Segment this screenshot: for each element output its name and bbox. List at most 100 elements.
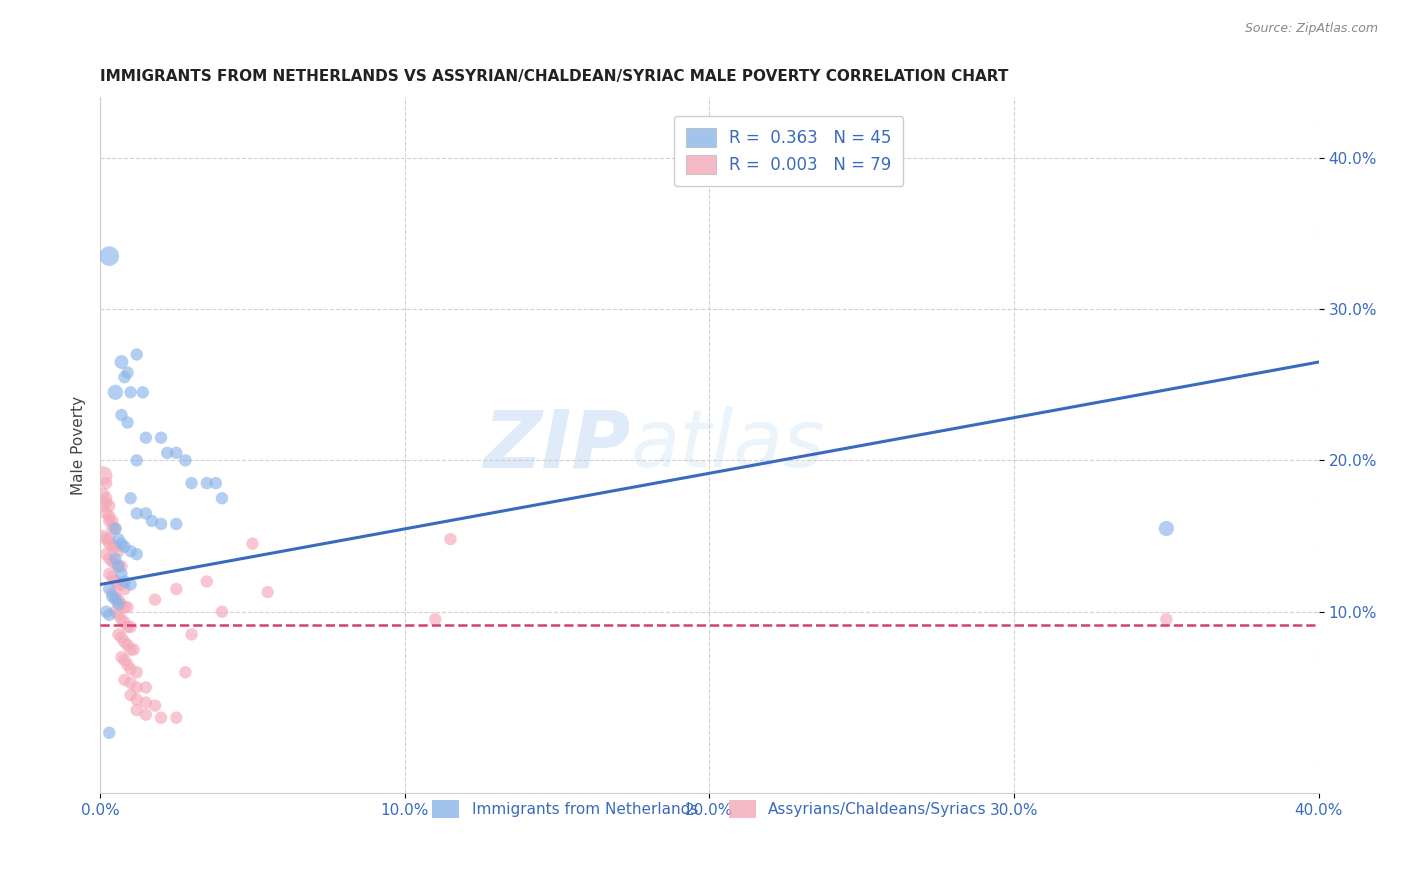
Point xyxy=(96,547,118,561)
Point xyxy=(91,529,114,543)
Point xyxy=(120,491,142,506)
Point xyxy=(125,703,148,717)
Point xyxy=(135,681,157,695)
Point xyxy=(104,605,127,619)
Point xyxy=(150,711,173,725)
Point xyxy=(110,577,132,591)
Point xyxy=(125,347,148,361)
Point xyxy=(117,600,139,615)
Point xyxy=(180,476,202,491)
Point xyxy=(110,597,132,611)
Point xyxy=(135,696,157,710)
Point xyxy=(211,491,233,506)
Point xyxy=(110,650,132,665)
Point xyxy=(101,521,124,535)
Point xyxy=(195,476,218,491)
Point xyxy=(107,577,129,591)
Point xyxy=(110,631,132,645)
Point xyxy=(98,499,121,513)
Point xyxy=(96,605,118,619)
Point xyxy=(165,446,187,460)
Point xyxy=(104,551,127,566)
Point xyxy=(104,592,127,607)
Point xyxy=(107,559,129,574)
Point xyxy=(174,665,197,680)
Point xyxy=(110,566,132,581)
Point xyxy=(439,532,461,546)
Point xyxy=(195,574,218,589)
Point xyxy=(132,385,155,400)
Point xyxy=(114,635,136,649)
Point xyxy=(120,544,142,558)
Point xyxy=(96,491,118,506)
Point xyxy=(91,499,114,513)
Point xyxy=(117,620,139,634)
Point xyxy=(141,514,163,528)
Point xyxy=(114,615,136,630)
Text: Source: ZipAtlas.com: Source: ZipAtlas.com xyxy=(1244,22,1378,36)
Point xyxy=(110,612,132,626)
Point xyxy=(114,540,136,554)
Point xyxy=(104,590,127,604)
Point xyxy=(98,607,121,622)
Point xyxy=(125,547,148,561)
Text: atlas: atlas xyxy=(630,406,825,484)
Point xyxy=(120,642,142,657)
Point xyxy=(135,431,157,445)
Point xyxy=(107,544,129,558)
Point xyxy=(156,446,179,460)
Point xyxy=(96,476,118,491)
Point xyxy=(117,638,139,652)
Point xyxy=(98,514,121,528)
Point xyxy=(101,555,124,569)
Point xyxy=(135,507,157,521)
Point xyxy=(107,627,129,641)
Point xyxy=(1156,521,1178,535)
Point xyxy=(114,653,136,667)
Point xyxy=(117,366,139,380)
Point xyxy=(114,600,136,615)
Point xyxy=(91,468,114,483)
Point xyxy=(114,673,136,687)
Point xyxy=(110,536,132,550)
Point xyxy=(104,574,127,589)
Point xyxy=(104,557,127,571)
Point xyxy=(174,453,197,467)
Point xyxy=(91,486,114,500)
Point xyxy=(101,540,124,554)
Point xyxy=(98,551,121,566)
Point xyxy=(101,586,124,600)
Point xyxy=(107,592,129,607)
Point xyxy=(135,707,157,722)
Text: IMMIGRANTS FROM NETHERLANDS VS ASSYRIAN/CHALDEAN/SYRIAC MALE POVERTY CORRELATION: IMMIGRANTS FROM NETHERLANDS VS ASSYRIAN/… xyxy=(100,69,1008,84)
Point xyxy=(150,431,173,445)
Point xyxy=(125,692,148,706)
Point xyxy=(101,570,124,584)
Point xyxy=(256,585,278,599)
Point xyxy=(125,507,148,521)
Point xyxy=(120,688,142,702)
Point xyxy=(120,620,142,634)
Point xyxy=(120,577,142,591)
Point xyxy=(425,612,447,626)
Point xyxy=(122,642,145,657)
Point xyxy=(150,516,173,531)
Point xyxy=(104,521,127,535)
Point xyxy=(120,676,142,690)
Point xyxy=(104,521,127,535)
Point xyxy=(125,453,148,467)
Point xyxy=(98,532,121,546)
Point xyxy=(110,559,132,574)
Text: ZIP: ZIP xyxy=(482,406,630,484)
Point xyxy=(104,540,127,554)
Point xyxy=(101,590,124,604)
Point xyxy=(125,681,148,695)
Point xyxy=(117,657,139,672)
Legend: Immigrants from Netherlands, Assyrians/Chaldeans/Syriacs: Immigrants from Netherlands, Assyrians/C… xyxy=(426,794,993,824)
Point xyxy=(98,566,121,581)
Point xyxy=(114,582,136,596)
Point xyxy=(180,627,202,641)
Point xyxy=(114,574,136,589)
Point xyxy=(98,582,121,596)
Point xyxy=(117,416,139,430)
